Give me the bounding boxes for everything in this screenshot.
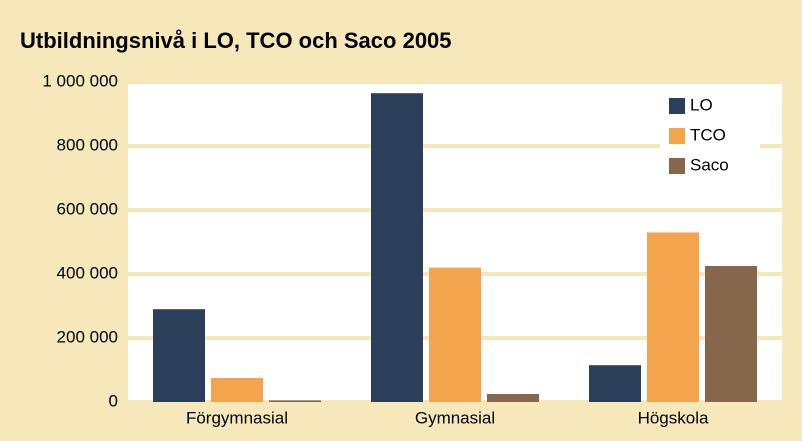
legend-label: Saco	[690, 155, 729, 174]
legend-label: LO	[690, 95, 713, 114]
y-tick-label: 800 000	[57, 135, 118, 154]
bar	[589, 365, 641, 402]
x-tick-label: Förgymnasial	[186, 408, 288, 427]
y-tick-label: 1 000 000	[42, 71, 118, 90]
bar	[153, 309, 205, 402]
bar	[705, 266, 757, 402]
legend-swatch	[669, 128, 685, 144]
y-tick-label: 200 000	[57, 327, 118, 346]
bar	[371, 93, 423, 402]
bar	[429, 267, 481, 402]
legend-label: TCO	[690, 125, 726, 144]
y-tick-label: 400 000	[57, 263, 118, 282]
chart-title: Utbildningsnivå i LO, TCO och Saco 2005	[20, 28, 452, 53]
legend-swatch	[669, 98, 685, 114]
y-tick-label: 0	[109, 391, 118, 410]
bar	[647, 232, 699, 402]
x-tick-label: Gymnasial	[415, 408, 495, 427]
bar	[487, 394, 539, 402]
bar	[269, 400, 321, 402]
y-tick-label: 600 000	[57, 199, 118, 218]
x-tick-label: Högskola	[638, 408, 709, 427]
bar	[211, 378, 263, 402]
legend-swatch	[669, 158, 685, 174]
